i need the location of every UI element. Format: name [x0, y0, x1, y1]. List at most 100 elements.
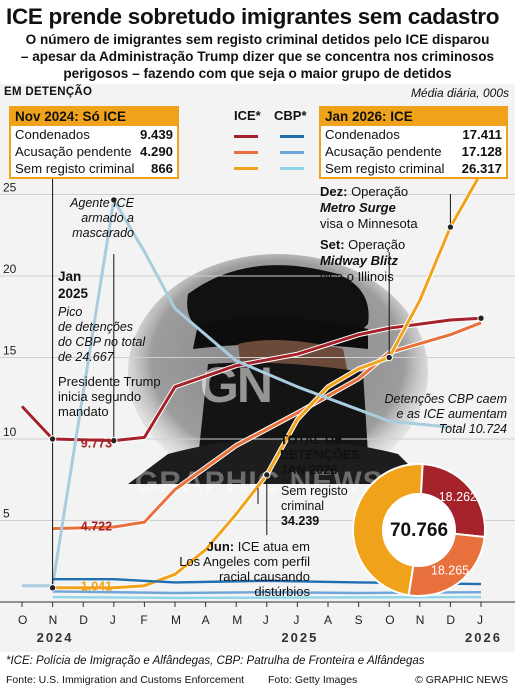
x-tick-label: N [49, 613, 58, 627]
annotation-line: 2025 [58, 286, 89, 301]
annotation-line: visa o Illinois [320, 269, 394, 284]
units-label: Média diária, 000s [410, 86, 509, 100]
donut-title-line: JAN 2026 [280, 462, 338, 477]
x-tick-label: D [446, 613, 455, 627]
donut-subtitle: Sem registo criminal 34.239 [281, 484, 348, 529]
section-label: EM DETENÇÃO [4, 86, 93, 98]
legend-ice: ICE* [234, 108, 261, 170]
annotation-cbp-fall: Detenções CBP caem e as ICE aumentam Tot… [384, 392, 507, 437]
data-label: 9.773 [81, 436, 112, 450]
data-point-marker [477, 314, 485, 322]
subtitle-line: perigosos – fazendo com que seja o maior… [63, 66, 452, 81]
summary-row: Acusação pendente 4.290 [11, 143, 177, 160]
annotation-jan-2025-title: Jan 2025 [58, 268, 88, 302]
row-value: 866 [150, 161, 173, 176]
source-credit: Fonte: U.S. Immigration and Customs Enfo… [6, 674, 245, 686]
x-year-label: 2026 [465, 630, 502, 645]
summary-row: Sem registo criminal 866 [11, 160, 177, 177]
summary-box-title: Jan 2026: ICE [321, 108, 506, 126]
series-line [52, 595, 482, 600]
annotation-line: Detenções CBP caem [384, 392, 507, 406]
subtitle: O número de imigrantes sem registo crimi… [0, 31, 515, 82]
subtitle-line: O número de imigrantes sem registo crimi… [25, 32, 490, 47]
data-point-marker [263, 471, 271, 479]
row-value: 26.317 [461, 161, 502, 176]
annotation-text: Operação [347, 184, 409, 199]
y-tick-label: 10 [3, 425, 17, 439]
annotation-op: Metro Surge [320, 200, 396, 215]
annotation-bold: Dez: [320, 184, 348, 199]
legend-swatch [280, 135, 304, 138]
row-label: Condenados [325, 127, 400, 142]
row-label: Sem registo criminal [325, 161, 445, 176]
annotation-line: do CBP no total [58, 335, 146, 349]
masked-agent-photo [128, 254, 428, 484]
x-axis: O N D J F M A M J J A S O N D J 2024 2025 2026 [0, 601, 515, 645]
x-tick-label: M [171, 613, 181, 627]
donut-sub-line: criminal [281, 499, 325, 513]
summary-box-title: Nov 2024: Só ICE [11, 108, 177, 126]
summary-row: Sem registo criminal 26.317 [321, 160, 506, 177]
annotation-line: Midway Blitz [320, 253, 405, 269]
annotation-op: Midway Blitz [320, 253, 399, 268]
legend-swatch [280, 151, 304, 154]
annotation-jun: Jun: ICE atua em Los Angeles com perfil … [160, 539, 310, 599]
summary-box-jan-2026: Jan 2026: ICE Condenados 17.411 Acusação … [319, 106, 508, 179]
data-label: 1.041 [81, 580, 112, 594]
donut-sub-line: Sem registo [281, 484, 348, 498]
brand-credit: © GRAPHIC NEWS [415, 674, 508, 686]
data-label: 4.722 [81, 519, 112, 533]
summary-box-nov-2024: Nov 2024: Só ICE Condenados 9.439 Acusaçã… [9, 106, 179, 179]
row-value: 17.411 [462, 127, 502, 142]
legend-cbp-label: CBP* [274, 108, 307, 123]
annotation-line: Set: Operação [320, 237, 405, 253]
series-line [52, 172, 483, 590]
donut-slice [407, 532, 486, 597]
x-tick-label: O [385, 613, 394, 627]
annotation-text: Operação [344, 237, 406, 252]
row-value: 9.439 [139, 127, 173, 142]
annotation-line: Jun: ICE atua em [160, 539, 310, 554]
x-tick-label: J [263, 613, 269, 627]
annotation-line: de 24.667 [58, 350, 114, 364]
annotation-line: e as ICE aumentam [396, 407, 507, 421]
x-year-label: 2025 [281, 630, 318, 645]
annotation-bold: Set: [320, 237, 345, 252]
x-tick-label: N [416, 613, 425, 627]
donut-slice-label: 18.262 [439, 490, 477, 504]
row-label: Acusação pendente [325, 144, 442, 159]
annotation-line: Agente ICE [70, 196, 134, 210]
annotation-line: racial causando distúrbios [218, 569, 310, 599]
annotation-line: Metro Surge [320, 200, 418, 216]
donut-slice-label: 18.265 [431, 563, 469, 577]
legend-ice-label: ICE* [234, 108, 261, 123]
summary-row: Condenados 17.411 [321, 126, 506, 143]
annotation-line: mandato [58, 404, 109, 419]
y-tick-label: 5 [3, 507, 10, 521]
x-tick-label: F [140, 613, 147, 627]
legend-swatch [234, 135, 258, 138]
annotation-line: Jan [58, 269, 82, 284]
data-labels: 9.773 4.722 1.041 [81, 436, 112, 593]
donut-chart: 18.262 18.265 [352, 463, 486, 597]
donut-title: TOTAL DE DETENÇÕES JAN 2026 [280, 432, 360, 477]
annotation-line: Presidente Trump [58, 374, 161, 389]
y-tick-label: 15 [3, 344, 17, 358]
series-line [52, 321, 482, 531]
annotation-line: Pico [58, 305, 83, 319]
x-tick-label: A [324, 613, 332, 627]
x-tick-label: S [355, 613, 363, 627]
x-tick-label: J [293, 613, 299, 627]
annotation-line: armado a [81, 211, 134, 225]
annotation-trump: Presidente Trump inicia segundo mandato [58, 374, 161, 419]
legend-swatch [280, 167, 304, 170]
summary-row: Acusação pendente 17.128 [321, 143, 506, 160]
subtitle-line: – apesar da Administração Trump dizer qu… [20, 49, 495, 64]
annotation-bold: Jun: [206, 539, 235, 554]
legend-cbp: CBP* [274, 108, 307, 170]
donut-title-line: TOTAL DE [280, 432, 343, 447]
x-tick-label: O [18, 613, 27, 627]
annotation-line: Dez: Operação [320, 184, 418, 200]
series-line [22, 198, 451, 588]
donut-sub-value: 34.239 [281, 514, 320, 528]
